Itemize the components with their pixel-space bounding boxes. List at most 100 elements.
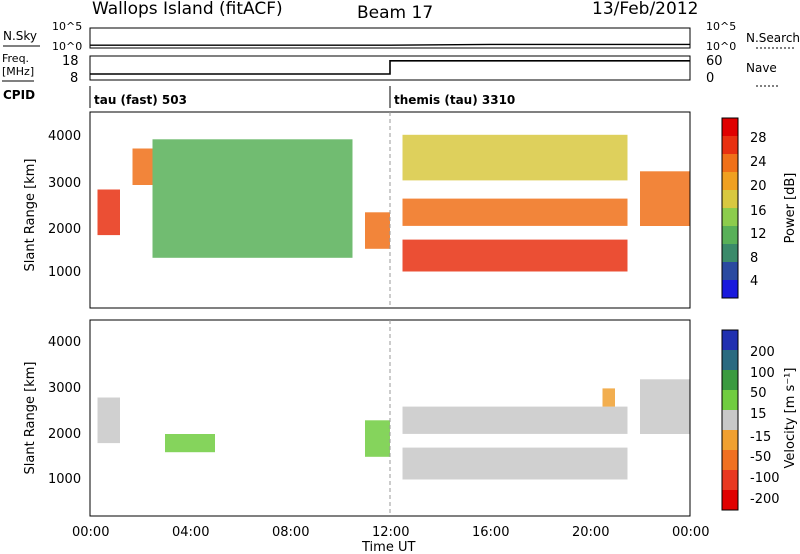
cpid-segment-1: tau (fast) 503 [94, 93, 187, 107]
freq-tick-low: 8 [70, 71, 78, 86]
xtick-0400: 04:00 [172, 525, 209, 540]
colorbar-swatch-7 [722, 350, 738, 370]
power-cbar-tick-20: 20 [750, 179, 767, 194]
cpid-segment-2: themis (tau) 3310 [394, 93, 515, 107]
nave-label: Nave [746, 61, 777, 75]
colorbar-swatch-8 [722, 330, 738, 350]
data-cell-3 [402, 447, 628, 480]
colorbar-swatch-5 [722, 390, 738, 410]
data-cell-2 [365, 420, 390, 457]
colorbar-swatch-6 [722, 370, 738, 390]
nsearch-label: N.Search [746, 31, 800, 45]
cpid-label: CPID [3, 88, 35, 102]
data-cell-6 [640, 379, 690, 434]
colorbar-swatch-2 [722, 450, 738, 470]
xtick-1600: 16:00 [472, 525, 509, 540]
colorbar-swatch-5 [722, 190, 738, 208]
power-ytick-2000: 2000 [48, 222, 81, 237]
velocity-cbar-tick-15: 15 [750, 407, 767, 422]
power-cbar-tick-8: 8 [750, 251, 758, 266]
xtick-0000: 00:00 [72, 525, 109, 540]
colorbar-swatch-4 [722, 410, 738, 430]
velocity-colorbar [721, 329, 739, 511]
velocity-cbar-label: Velocity [m s⁻¹] [783, 368, 798, 469]
data-cell-3 [365, 212, 390, 249]
noise-tick-top-left: 10^5 [52, 20, 82, 33]
data-cell-5 [602, 388, 615, 407]
power-cbar-label: Power [dB] [783, 173, 798, 244]
freq-unit: [MHz] [2, 65, 34, 78]
data-cell-4 [402, 406, 628, 434]
data-cell-2 [152, 139, 353, 258]
power-cbar-tick-12: 12 [750, 227, 767, 242]
colorbar-frame [721, 329, 739, 511]
velocity-cbar-tick-m100: -100 [750, 471, 780, 486]
freq-trace [90, 60, 690, 75]
power-cbar-tick-28: 28 [750, 131, 767, 146]
power-cbar-tick-24: 24 [750, 155, 767, 170]
data-cell-6 [402, 134, 628, 181]
power-ylabel: Slant Range [km] [23, 159, 38, 272]
xtick-1200: 12:00 [372, 525, 409, 540]
colorbar-swatch-0 [722, 280, 738, 298]
noise-tick-top-right: 10^5 [706, 20, 736, 33]
power-cbar-tick-16: 16 [750, 204, 767, 219]
noise-tick-bottom-left: 10^0 [52, 40, 82, 53]
velocity-cbar-tick-m50: -50 [750, 450, 771, 465]
freq-label: Freq. [2, 52, 29, 65]
data-cell-1 [132, 148, 153, 185]
colorbar-swatch-1 [722, 470, 738, 490]
xtick-2400: 00:00 [672, 525, 709, 540]
xtick-2000: 20:00 [572, 525, 609, 540]
velocity-cbar-tick-m15: -15 [750, 430, 771, 445]
data-cell-7 [640, 171, 690, 226]
colorbar-swatch-9 [722, 118, 738, 136]
power-data-cells [97, 134, 690, 272]
colorbar-swatch-4 [722, 208, 738, 226]
power-ytick-3000: 3000 [48, 176, 81, 191]
colorbar-swatch-2 [722, 244, 738, 262]
nave-tick-low: 0 [706, 71, 714, 86]
data-cell-1 [165, 434, 215, 453]
data-cell-5 [402, 198, 628, 226]
power-colorbar [721, 117, 739, 299]
plot-title: Wallops Island (fitACF) [92, 0, 283, 19]
nsky-label: N.Sky [3, 29, 37, 43]
colorbar-swatch-3 [722, 430, 738, 450]
colorbar-swatch-6 [722, 172, 738, 190]
data-cell-4 [402, 239, 628, 272]
xtick-0800: 08:00 [272, 525, 309, 540]
noise-panel-frame [89, 27, 691, 49]
freq-panel-frame [89, 55, 691, 81]
nsky-trace [90, 43, 690, 46]
colorbar-swatch-0 [722, 490, 738, 510]
colorbar-swatch-7 [722, 154, 738, 172]
velocity-cbar-tick-100: 100 [750, 366, 775, 381]
freq-tick-high: 18 [62, 54, 79, 69]
velocity-cbar-tick-m200: -200 [750, 492, 780, 507]
beam-label: Beam 17 [357, 3, 433, 23]
velocity-cbar-tick-50: 50 [750, 386, 767, 401]
colorbar-swatch-8 [722, 136, 738, 154]
velocity-ytick-1000: 1000 [48, 472, 81, 487]
velocity-data-cells [97, 379, 690, 480]
power-cbar-tick-4: 4 [750, 274, 758, 289]
velocity-ylabel: Slant Range [km] [23, 362, 38, 475]
colorbar-swatch-1 [722, 262, 738, 280]
power-ytick-4000: 4000 [48, 129, 81, 144]
power-ytick-1000: 1000 [48, 265, 81, 280]
velocity-ytick-2000: 2000 [48, 427, 81, 442]
velocity-ytick-4000: 4000 [48, 335, 81, 350]
date-label: 13/Feb/2012 [592, 0, 698, 19]
data-cell-0 [97, 397, 120, 444]
xaxis-label: Time UT [361, 540, 415, 554]
noise-tick-bottom-right: 10^0 [706, 40, 736, 53]
nave-tick-high: 60 [706, 54, 723, 69]
colorbar-frame [721, 117, 739, 299]
data-cell-0 [97, 189, 120, 236]
colorbar-swatch-3 [722, 226, 738, 244]
velocity-ytick-3000: 3000 [48, 381, 81, 396]
velocity-cbar-tick-200: 200 [750, 345, 775, 360]
